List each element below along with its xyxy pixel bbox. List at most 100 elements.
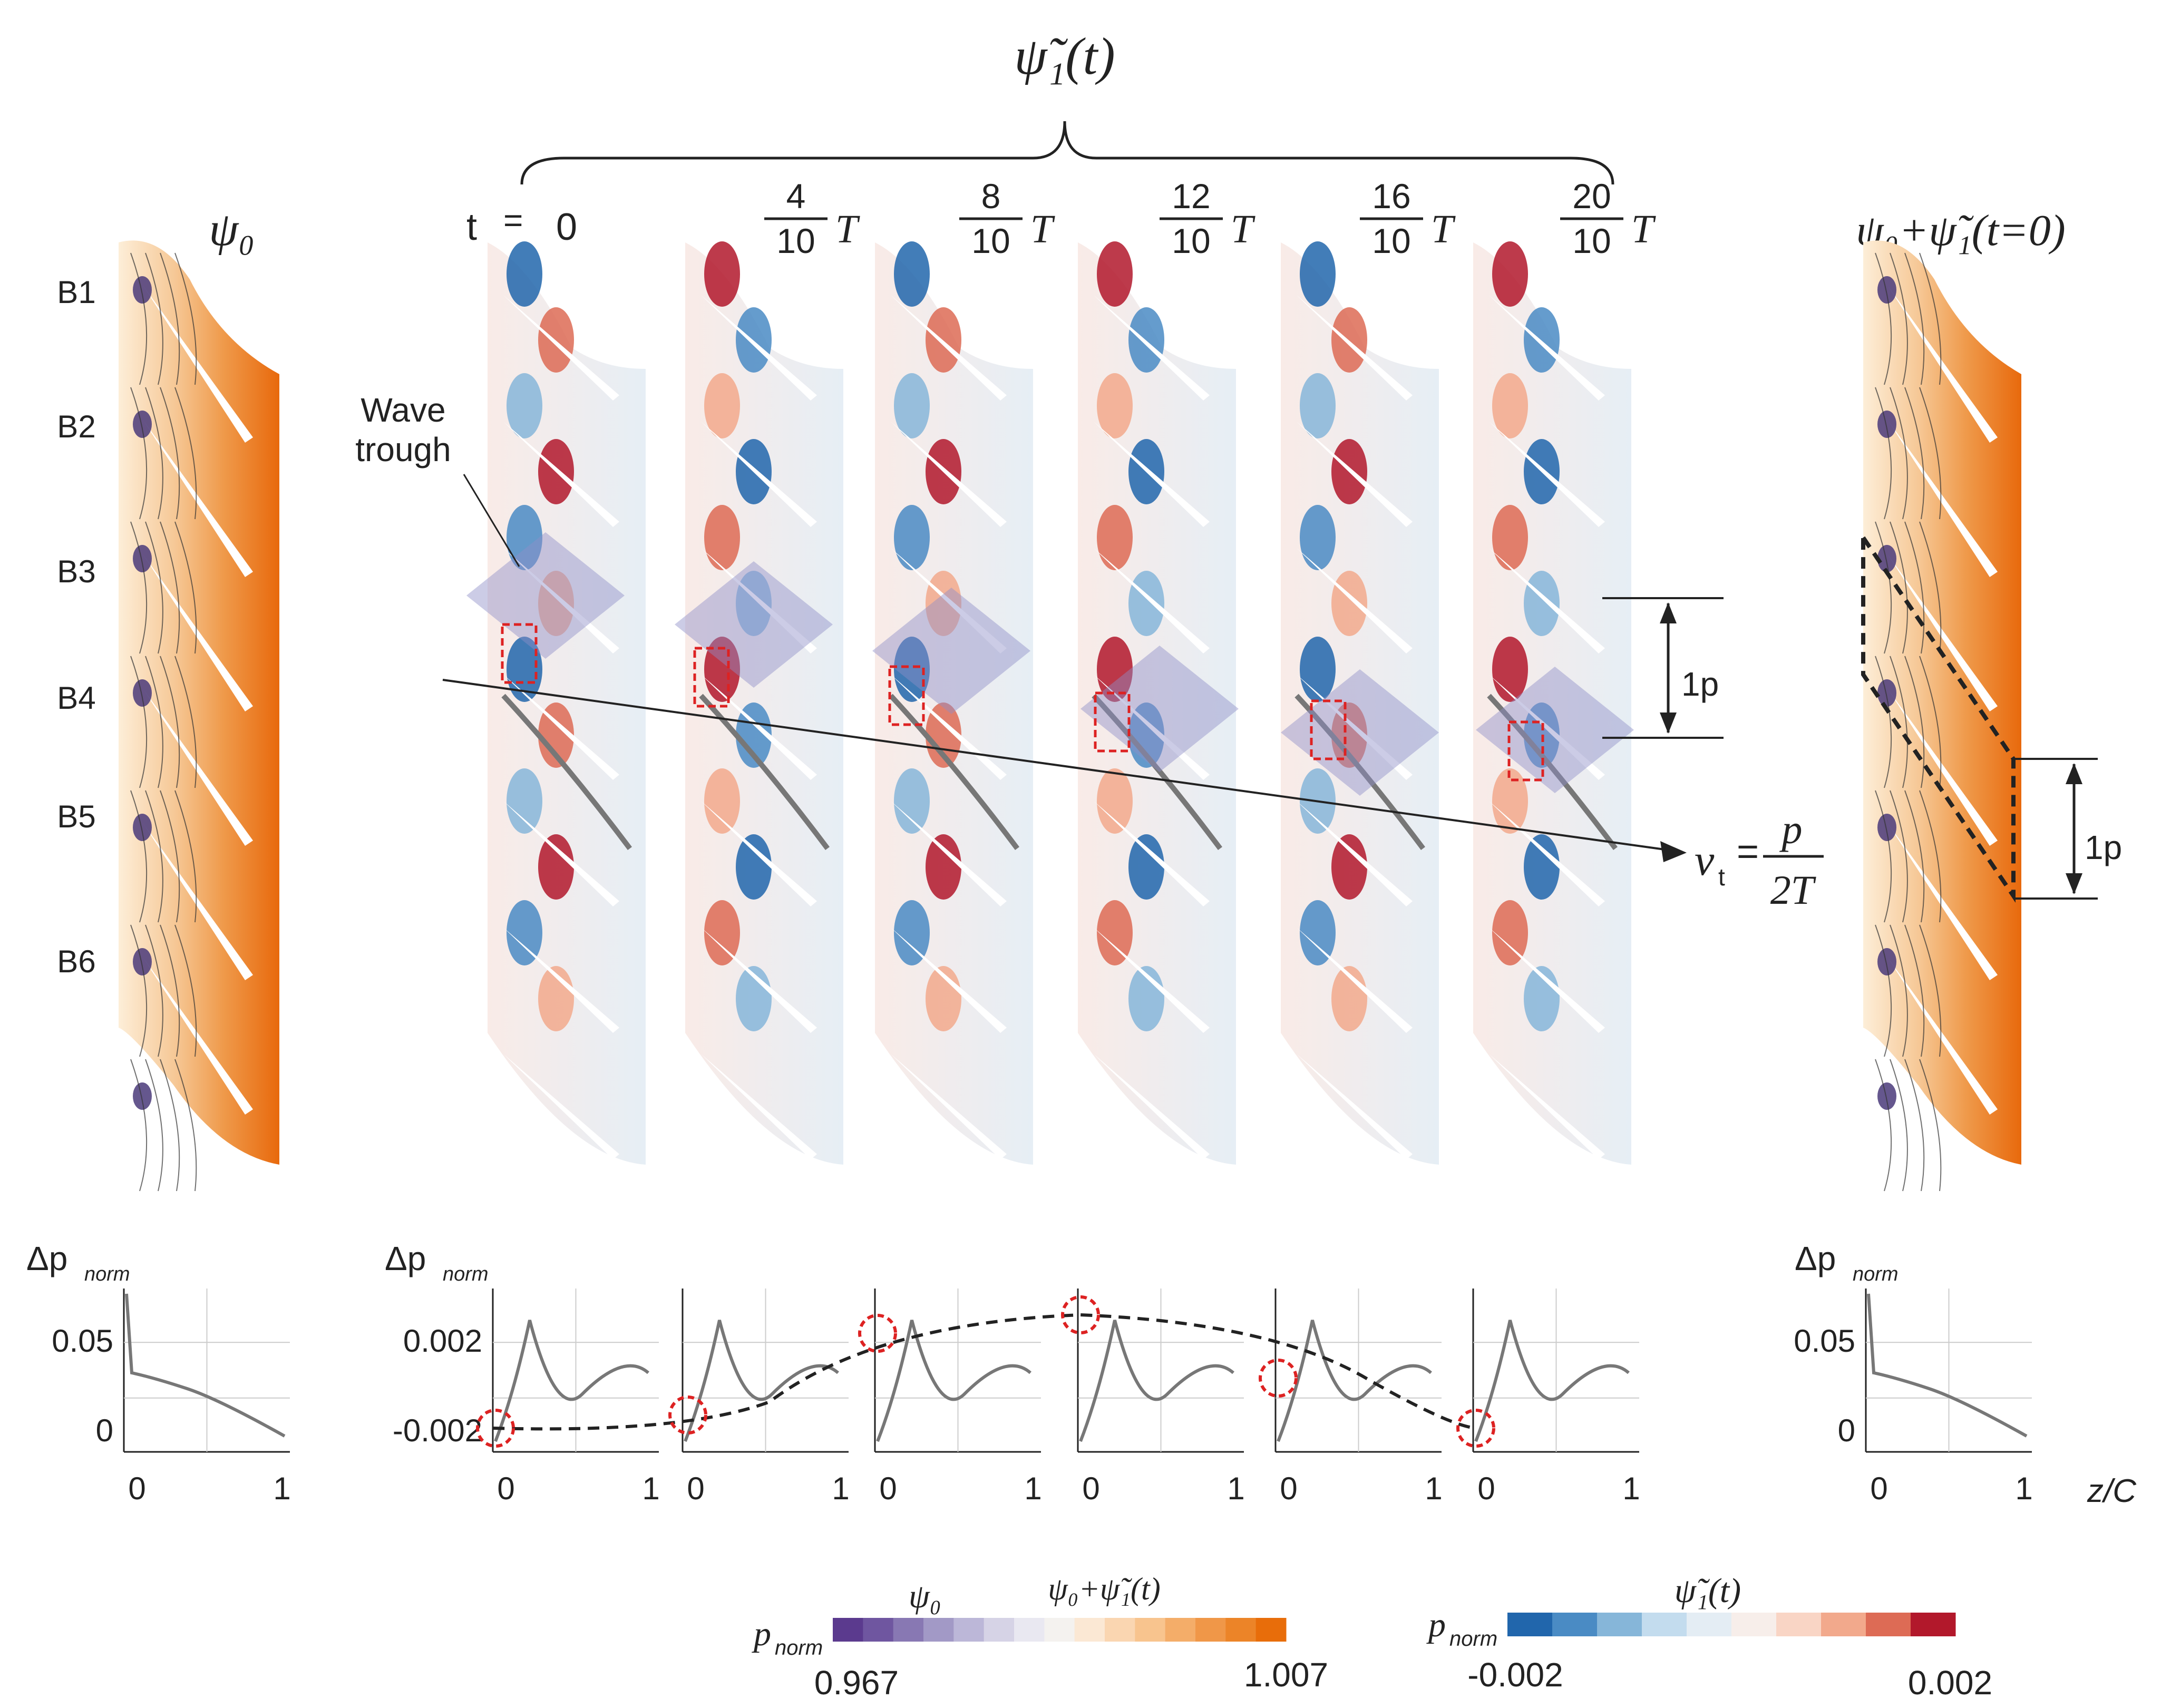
blade-slot bbox=[1887, 1091, 1998, 1249]
trough-marker-box bbox=[501, 623, 538, 684]
leading-edge-dark-spot bbox=[133, 948, 152, 975]
contour-line bbox=[130, 656, 148, 788]
leading-edge-dark-spot bbox=[1877, 1082, 1896, 1110]
colorbar-psi1-min: -0.002 bbox=[1467, 1656, 1563, 1694]
contour-line bbox=[1875, 1059, 1892, 1192]
svg-text:0: 0 bbox=[687, 1471, 704, 1506]
leading-edge-dark-spot bbox=[1877, 679, 1896, 707]
zc-axis-label: z/C bbox=[2087, 1473, 2137, 1509]
t-prefix: t bbox=[466, 206, 477, 248]
contour-line bbox=[1890, 387, 1908, 520]
contour-line bbox=[130, 387, 148, 520]
colorbar-cell bbox=[1507, 1613, 1553, 1636]
contour-blob bbox=[1128, 702, 1164, 768]
contour-blob bbox=[538, 307, 574, 373]
psi-sum-blades bbox=[1875, 252, 1998, 1249]
contour-blob bbox=[1492, 900, 1528, 965]
contour-blob bbox=[1300, 637, 1336, 702]
contour-line bbox=[160, 252, 180, 385]
colorbar-psi0: p norm ψ₀ ψ₀+ψ̃₁(t) 0.967 1.007 bbox=[752, 1572, 1328, 1702]
contour-line bbox=[160, 1059, 180, 1192]
contour-blob bbox=[894, 505, 930, 570]
contour-line bbox=[1875, 387, 1892, 520]
blade-slot bbox=[1489, 801, 1605, 906]
svg-text:0.002: 0.002 bbox=[403, 1323, 482, 1359]
middle-pitch-label: 1p bbox=[1681, 665, 1719, 703]
blade-slot bbox=[1094, 801, 1210, 906]
blade-label-b2: B2 bbox=[57, 409, 95, 444]
contour-blob bbox=[1492, 241, 1528, 307]
contour-line bbox=[174, 521, 197, 654]
time-label-5: 20 10 T bbox=[1560, 177, 1656, 260]
svg-text:1: 1 bbox=[1425, 1471, 1442, 1506]
svg-text:T: T bbox=[1231, 207, 1255, 251]
blade-slot bbox=[1297, 928, 1413, 1033]
psi1-strip-5 bbox=[1473, 241, 1634, 1165]
blade-slot bbox=[891, 801, 1007, 906]
svg-text:10: 10 bbox=[1572, 221, 1611, 260]
contour-blob bbox=[507, 900, 542, 965]
blade-slot bbox=[891, 548, 1007, 653]
line-plot-mid-0: 0.002 -0.002 0 1 bbox=[393, 1289, 660, 1506]
contour-blob bbox=[1097, 505, 1133, 570]
svg-text:0: 0 bbox=[556, 206, 577, 248]
contour-blob bbox=[736, 307, 772, 373]
blade-slot bbox=[1489, 548, 1605, 653]
blade-slot bbox=[701, 928, 817, 1033]
svg-text:10: 10 bbox=[971, 221, 1010, 260]
contour-blob bbox=[507, 505, 542, 570]
highlighted-blade bbox=[1294, 694, 1425, 851]
contour-line bbox=[145, 387, 163, 520]
contour-blob bbox=[894, 900, 930, 965]
svg-text:1: 1 bbox=[832, 1471, 849, 1506]
colorbar-cell bbox=[1135, 1618, 1166, 1642]
time-label-4: 16 10 T bbox=[1360, 177, 1456, 260]
contour-line bbox=[1890, 924, 1908, 1057]
contour-line bbox=[1919, 387, 1942, 520]
colorbar-cell bbox=[1014, 1618, 1045, 1642]
colorbar-psi0-max: 1.007 bbox=[1244, 1656, 1328, 1694]
blade-slot bbox=[503, 548, 619, 653]
blade-slot bbox=[1887, 553, 1998, 711]
contour-blob bbox=[1128, 307, 1164, 373]
colorbar-cell bbox=[1105, 1618, 1135, 1642]
blade-slot bbox=[142, 688, 253, 846]
highlighted-blade bbox=[1487, 694, 1618, 851]
colorbar-cell bbox=[1642, 1613, 1687, 1636]
colorbar-cell bbox=[1074, 1618, 1105, 1642]
blade-slot bbox=[142, 419, 253, 577]
blade-slot bbox=[1094, 928, 1210, 1033]
colorbar-cell bbox=[953, 1618, 985, 1642]
svg-text:1: 1 bbox=[2015, 1471, 2032, 1506]
svg-text:20: 20 bbox=[1572, 177, 1611, 216]
blade-slot bbox=[1094, 675, 1210, 780]
psi1-strip-2 bbox=[872, 241, 1033, 1165]
contour-blob bbox=[1492, 768, 1528, 834]
leading-edge-dark-spot bbox=[1877, 411, 1896, 438]
contour-line bbox=[174, 252, 197, 385]
dp-norm-axis-label: Δp norm bbox=[26, 1239, 130, 1285]
svg-text:-0.002: -0.002 bbox=[393, 1413, 482, 1448]
propagation-arrow bbox=[442, 679, 1677, 852]
contour-blob bbox=[1331, 702, 1367, 768]
svg-text:norm: norm bbox=[84, 1263, 130, 1285]
leading-edge-dark-spot bbox=[133, 814, 152, 841]
contour-line bbox=[145, 1059, 163, 1192]
svg-text:=: = bbox=[1737, 831, 1759, 873]
contour-blob bbox=[926, 307, 961, 373]
contour-line bbox=[1904, 252, 1925, 385]
contour-blob bbox=[538, 702, 574, 768]
blade-slot bbox=[142, 957, 253, 1115]
highlighted-blade bbox=[1092, 694, 1222, 851]
contour-blob bbox=[894, 241, 930, 307]
svg-text:T: T bbox=[835, 207, 860, 251]
wave-highlight bbox=[675, 561, 833, 688]
contour-blob bbox=[894, 373, 930, 438]
svg-text:t: t bbox=[1718, 863, 1725, 891]
svg-text:0: 0 bbox=[128, 1471, 145, 1506]
svg-text:1: 1 bbox=[1622, 1471, 1640, 1506]
contour-blob bbox=[1300, 900, 1336, 965]
